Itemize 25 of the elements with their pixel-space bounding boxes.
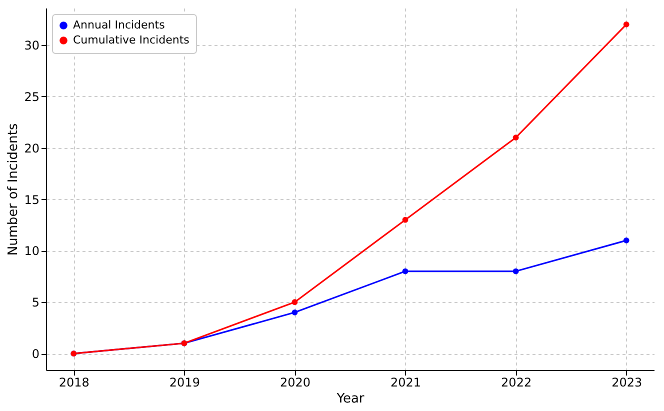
y-tick-label: 25 <box>24 90 40 104</box>
x-axis-title: Year <box>336 392 365 406</box>
x-tick-label: 2020 <box>280 376 310 390</box>
legend-label: Cumulative Incidents <box>73 34 190 46</box>
x-tick-label: 2021 <box>390 376 422 390</box>
x-tick-label: 2022 <box>501 376 532 390</box>
y-axis-title: Number of Incidents <box>6 123 22 256</box>
point <box>292 309 298 316</box>
point <box>623 237 630 244</box>
point <box>512 134 519 141</box>
x-tick-label: 2018 <box>58 376 90 390</box>
x-tick-label: 2019 <box>169 376 200 390</box>
y-tick-label: 5 <box>32 296 40 310</box>
y-tick-label: 20 <box>24 141 40 156</box>
x-tick-label: 2023 <box>612 376 642 390</box>
y-tick-label: 15 <box>24 192 40 207</box>
legend-label: Annual Incidents <box>73 18 166 32</box>
y-tick-label: 30 <box>24 38 40 53</box>
y-tick-label: 10 <box>24 244 40 258</box>
point <box>402 268 408 274</box>
point <box>623 22 630 28</box>
y-tick-label: 0 <box>32 347 40 362</box>
point <box>292 299 298 306</box>
point <box>512 268 519 274</box>
point <box>402 216 408 223</box>
